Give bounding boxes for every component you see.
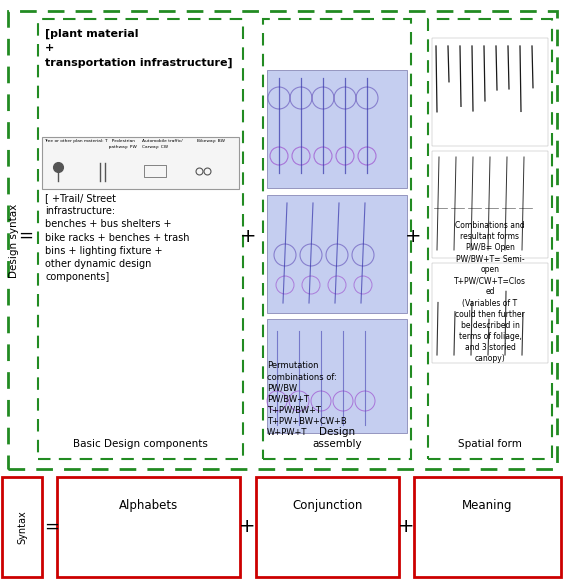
Text: Design
assembly: Design assembly: [312, 428, 362, 449]
Bar: [432, 38, 548, 146]
Bar: [38, 19, 243, 459]
Bar: [263, 19, 411, 459]
Text: Conjunction: Conjunction: [292, 498, 363, 511]
Text: Basic Design components: Basic Design components: [73, 439, 208, 449]
Text: Alphabets: Alphabets: [119, 498, 178, 511]
Text: Spatial form: Spatial form: [458, 439, 522, 449]
Text: +: +: [398, 518, 414, 536]
Text: Syntax: Syntax: [17, 510, 27, 544]
Text: +: +: [405, 227, 421, 246]
Text: Meaning: Meaning: [462, 498, 513, 511]
Bar: [267, 319, 407, 433]
Text: [ +Trail/ Street
infrastructure:
benches + bus shelters +
bike racks + benches +: [ +Trail/ Street infrastructure: benches…: [45, 193, 189, 282]
Bar: [256, 477, 399, 577]
Text: Tree or other plan material: T   Pedestrian: Tree or other plan material: T Pedestria…: [44, 139, 135, 143]
Bar: [57, 477, 240, 577]
Text: +: +: [239, 518, 255, 536]
Text: +: +: [240, 227, 257, 246]
Text: pathway: PW: pathway: PW: [44, 145, 137, 149]
Bar: [267, 70, 407, 188]
Text: Carway: CW: Carway: CW: [142, 145, 168, 149]
Text: Combinations and
resultant forms
PW/B= Open
PW/BW+T= Semi-
open
T+PW/CW+T=Clos
e: Combinations and resultant forms PW/B= O…: [454, 221, 526, 363]
Text: =: =: [45, 518, 59, 536]
Bar: [414, 477, 561, 577]
Bar: [267, 195, 407, 313]
Text: [plant material
+
transportation infrastructure]: [plant material + transportation infrast…: [45, 29, 233, 67]
Text: Automobile traffic/: Automobile traffic/: [142, 139, 182, 143]
Text: Bikeway: BW: Bikeway: BW: [197, 139, 225, 143]
Text: =: =: [19, 227, 33, 245]
Bar: [2, 477, 42, 577]
Bar: [432, 151, 548, 258]
Text: Design syntax: Design syntax: [9, 204, 19, 278]
Text: Permutation
combinations of:
PW/BW
PW/BW+T
T+PW/BW+T
T+PW+BW+CW+B
W+PW+T: Permutation combinations of: PW/BW PW/BW…: [267, 361, 347, 437]
Bar: [432, 263, 548, 363]
Bar: [144, 165, 166, 177]
Bar: [8, 11, 557, 469]
Bar: [428, 19, 552, 459]
Bar: [42, 137, 239, 189]
